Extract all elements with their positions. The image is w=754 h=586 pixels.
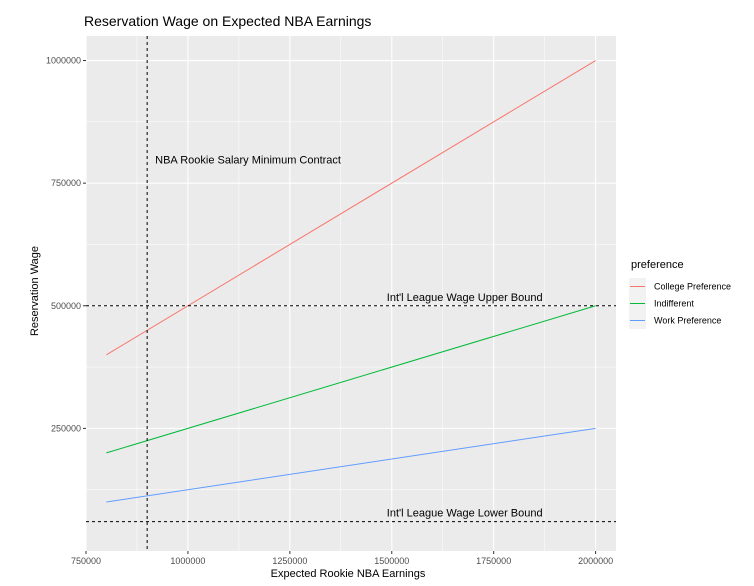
x-tick-label: 1500000 <box>374 556 409 566</box>
y-tick-label: 1000000 <box>46 56 81 66</box>
x-tick-label: 1000000 <box>170 556 205 566</box>
legend: preference College Preference Indifferent… <box>629 259 731 329</box>
series-line-work-preference <box>106 427 596 503</box>
series-line-college-preference <box>106 60 596 356</box>
annotation-rookie-minimum: NBA Rookie Salary Minimum Contract <box>155 155 341 167</box>
x-tick-label: 2000000 <box>578 556 613 566</box>
x-tick-label: 1750000 <box>476 556 511 566</box>
series-lines <box>106 60 596 503</box>
y-tick-label: 500000 <box>51 301 81 311</box>
y-tick-label: 750000 <box>51 178 81 188</box>
legend-label-indifferent: Indifferent <box>654 299 694 309</box>
x-axis-title: Expected Rookie NBA Earnings <box>271 568 426 580</box>
grid-lines <box>85 36 616 551</box>
series-line-indifferent <box>106 305 596 454</box>
reference-lines <box>86 36 616 551</box>
annotation-lower-bound: Int'l League Wage Lower Bound <box>387 508 543 520</box>
chart-title: Reservation Wage on Expected NBA Earning… <box>84 13 371 29</box>
legend-label-work-preference: Work Preference <box>654 316 721 326</box>
x-tick-label: 750000 <box>71 556 101 566</box>
legend-label-college-preference: College Preference <box>654 282 731 292</box>
axis-ticks: 750000 1000000 1250000 1500000 1750000 200000… <box>46 56 613 566</box>
annotation-upper-bound: Int'l League Wage Upper Bound <box>387 292 543 304</box>
x-tick-label: 1250000 <box>272 556 307 566</box>
y-axis-title: Reservation Wage <box>29 246 41 336</box>
legend-title: preference <box>631 259 684 271</box>
y-tick-label: 250000 <box>51 423 81 433</box>
